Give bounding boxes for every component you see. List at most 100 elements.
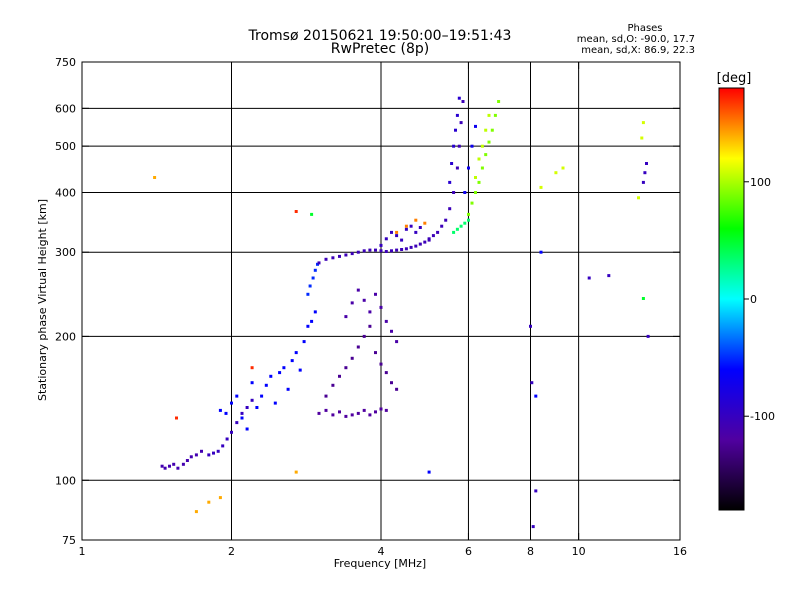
data-point (308, 284, 312, 288)
x-tick-label: 8 (527, 545, 534, 558)
y-tick-label: 200 (55, 330, 76, 343)
data-point (310, 212, 314, 216)
data-point (645, 162, 648, 165)
data-point (216, 449, 220, 453)
data-point (404, 224, 408, 228)
data-point (587, 276, 591, 280)
y-tick-label: 300 (55, 246, 76, 259)
y-tick-label: 75 (62, 534, 76, 547)
data-point (362, 249, 366, 253)
phase-stats-x: mean, sd,X: 86.9, 22.3 (581, 45, 695, 56)
data-point (324, 394, 328, 398)
data-point (539, 185, 543, 189)
x-tick-label: 6 (465, 545, 472, 558)
data-point (448, 180, 452, 184)
data-point (423, 240, 427, 244)
data-point (452, 191, 456, 194)
data-point (168, 464, 171, 468)
colorbar-label: [deg] (717, 71, 752, 86)
data-point (368, 413, 372, 417)
data-point (379, 305, 383, 309)
y-tick-label: 600 (55, 102, 76, 115)
data-point (395, 387, 399, 391)
data-point (455, 113, 459, 117)
data-point (225, 437, 229, 441)
x-tick-label: 16 (673, 545, 687, 558)
data-point (477, 180, 481, 184)
x-tick-label: 2 (228, 545, 235, 558)
data-point (457, 96, 461, 100)
data-point (163, 466, 167, 470)
data-point (452, 144, 456, 148)
data-point (185, 459, 189, 462)
data-point (463, 221, 467, 225)
data-point (529, 324, 532, 328)
data-point (534, 394, 538, 398)
data-point (356, 250, 360, 254)
data-point (470, 144, 474, 148)
data-point (338, 254, 341, 258)
data-point (643, 171, 647, 175)
data-point (484, 128, 488, 132)
data-point (255, 406, 259, 409)
data-point (379, 243, 383, 247)
y-tick-label: 100 (55, 474, 76, 487)
data-point (646, 334, 650, 338)
phase-stats-o: mean, sd,O: -90.0, 17.7 (577, 34, 695, 45)
data-point (317, 411, 321, 415)
data-point (207, 500, 211, 504)
data-point (245, 406, 249, 409)
data-point (218, 496, 222, 500)
data-point (457, 144, 461, 148)
data-point (350, 252, 354, 256)
data-point (477, 157, 481, 161)
x-tick-label: 10 (572, 545, 586, 558)
data-point (452, 230, 456, 234)
colorbar-ticks: 100 0 -100 (744, 176, 775, 423)
data-point (418, 242, 422, 246)
data-point (368, 248, 372, 252)
axis-ticks (81, 61, 681, 541)
data-point (344, 414, 348, 418)
data-point (350, 301, 354, 305)
data-point (461, 100, 465, 103)
colorbar-tick-label: -100 (750, 410, 775, 423)
data-point (362, 334, 366, 338)
data-point (418, 226, 422, 229)
data-point (282, 366, 286, 370)
data-point (374, 292, 377, 296)
data-point (463, 191, 467, 194)
data-point (431, 234, 435, 238)
data-point (176, 466, 180, 470)
data-point (554, 171, 558, 175)
data-point (331, 256, 335, 260)
data-point (362, 408, 366, 412)
data-point (273, 401, 277, 405)
data-point (240, 411, 244, 415)
data-point (344, 315, 348, 319)
data-point (390, 381, 393, 385)
data-point (459, 224, 463, 228)
data-point (221, 444, 225, 448)
data-point (474, 176, 477, 179)
data-point (493, 113, 497, 117)
chart-subtitle: RwPretec (8p) (331, 41, 429, 57)
data-point (245, 427, 249, 431)
data-point (409, 224, 413, 228)
data-point (450, 162, 454, 165)
data-point (298, 368, 302, 372)
data-point (459, 121, 463, 125)
data-point (427, 470, 431, 474)
chart-title: Tromsø 20150621 19:50:00–19:51:43 (248, 28, 512, 44)
data-point (474, 191, 477, 194)
data-point (313, 310, 317, 314)
data-point (444, 218, 448, 222)
data-point (356, 411, 360, 415)
data-point (172, 462, 176, 466)
data-point (294, 351, 298, 355)
data-point (153, 176, 157, 179)
data-point (531, 525, 535, 529)
data-point (641, 180, 645, 184)
data-point (395, 340, 399, 344)
